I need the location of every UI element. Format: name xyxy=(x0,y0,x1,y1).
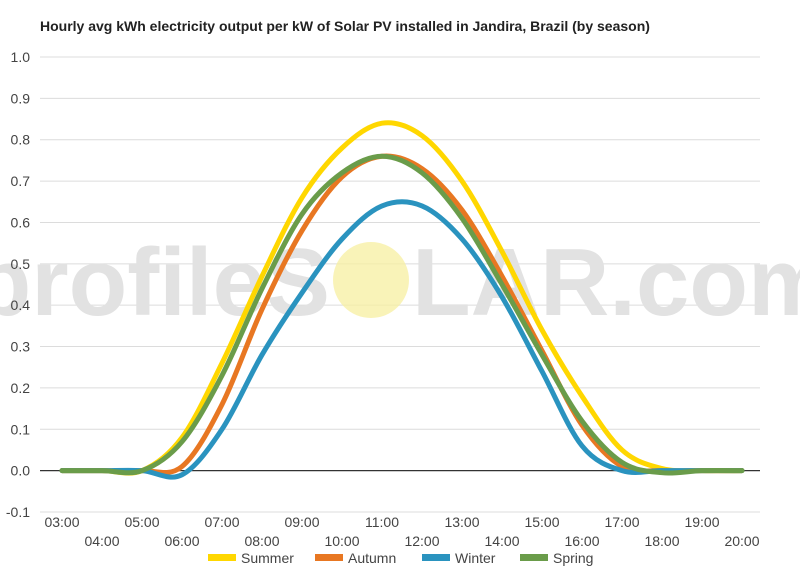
x-tick-label: 13:00 xyxy=(444,514,479,530)
watermark: profileS LAR.com xyxy=(0,229,800,336)
y-tick-label: 0.1 xyxy=(11,421,31,437)
legend-label-summer: Summer xyxy=(241,550,294,566)
x-tick-label: 14:00 xyxy=(484,533,519,549)
y-tick-label: 0.4 xyxy=(11,297,31,313)
y-tick-label: 0.7 xyxy=(11,173,31,189)
x-tick-label: 20:00 xyxy=(724,533,759,549)
watermark-text-left: profileS xyxy=(0,229,330,336)
y-axis: 1.0 0.9 0.8 0.7 0.6 0.5 0.4 0.3 0.2 0.1 0.0 -0.1 xyxy=(6,49,30,520)
x-tick-label: 16:00 xyxy=(564,533,599,549)
legend-swatch-winter xyxy=(422,554,450,561)
x-tick-label: 05:00 xyxy=(124,514,159,530)
x-tick-label: 04:00 xyxy=(84,533,119,549)
x-tick-label: 09:00 xyxy=(284,514,319,530)
y-tick-label: 0.2 xyxy=(11,380,31,396)
x-axis: 03:00 04:00 05:00 06:00 07:00 08:00 09:00 10:00… xyxy=(44,514,759,549)
y-tick-label: 0.6 xyxy=(11,214,31,230)
x-tick-label: 06:00 xyxy=(164,533,199,549)
series-lines xyxy=(59,120,745,480)
x-tick-label: 15:00 xyxy=(524,514,559,530)
x-tick-label: 18:00 xyxy=(644,533,679,549)
y-tick-label: 0.5 xyxy=(11,256,31,272)
y-tick-label: 0.0 xyxy=(11,463,31,479)
x-tick-label: 12:00 xyxy=(404,533,439,549)
legend-label-winter: Winter xyxy=(455,550,496,566)
x-tick-label: 19:00 xyxy=(684,514,719,530)
y-tick-label: 1.0 xyxy=(11,49,31,65)
y-tick-label: 0.8 xyxy=(11,132,31,148)
x-tick-label: 10:00 xyxy=(324,533,359,549)
y-tick-label: 0.9 xyxy=(11,90,31,106)
watermark-text-right: LAR.com xyxy=(412,229,800,336)
series-line-winter xyxy=(59,199,745,480)
x-tick-label: 11:00 xyxy=(365,514,399,530)
legend-swatch-spring xyxy=(520,554,548,561)
legend-label-spring: Spring xyxy=(553,550,593,566)
x-tick-label: 08:00 xyxy=(244,533,279,549)
y-tick-label: -0.1 xyxy=(6,504,30,520)
series-line-spring xyxy=(59,153,745,476)
y-tick-label: 0.3 xyxy=(11,339,31,355)
watermark-sun-icon xyxy=(333,242,409,318)
x-tick-label: 07:00 xyxy=(204,514,239,530)
chart-title: Hourly avg kWh electricity output per kW… xyxy=(40,18,650,34)
x-tick-label: 03:00 xyxy=(44,514,79,530)
legend: Summer Autumn Winter Spring xyxy=(208,550,593,566)
legend-swatch-autumn xyxy=(315,554,343,561)
legend-swatch-summer xyxy=(208,554,236,561)
legend-label-autumn: Autumn xyxy=(348,550,396,566)
x-tick-label: 17:00 xyxy=(604,514,639,530)
series-line-summer xyxy=(59,120,745,476)
